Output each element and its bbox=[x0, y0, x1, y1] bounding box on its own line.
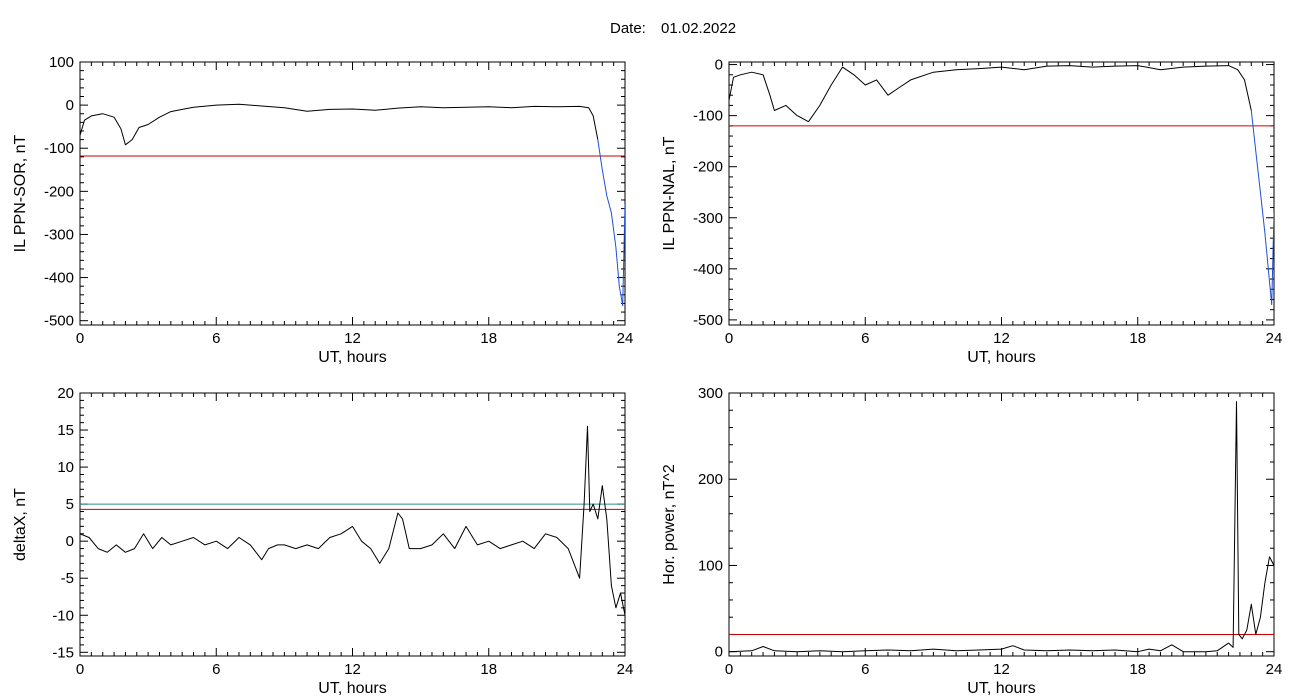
y-tick-label: 10 bbox=[57, 459, 74, 476]
x-tick-label: 0 bbox=[725, 661, 733, 678]
series-line bbox=[597, 139, 625, 307]
x-tick-label: 24 bbox=[617, 330, 634, 347]
x-tick-label: 6 bbox=[861, 330, 869, 347]
y-axis-label: deltaX, nT bbox=[12, 488, 29, 561]
x-tick-label: 12 bbox=[993, 330, 1010, 347]
y-tick-label: -5 bbox=[61, 570, 74, 587]
x-tick-label: 6 bbox=[212, 661, 220, 678]
y-tick-label: -400 bbox=[44, 270, 74, 287]
plot-frame bbox=[79, 61, 626, 326]
y-tick-label: -15 bbox=[52, 644, 74, 661]
series-line bbox=[729, 65, 1252, 123]
plot-frame bbox=[728, 61, 1275, 326]
y-tick-label: -500 bbox=[44, 313, 74, 330]
y-tick-label: 5 bbox=[66, 496, 74, 513]
date-value: 01.02.2022 bbox=[661, 20, 736, 37]
y-tick-label: -400 bbox=[693, 261, 723, 278]
x-tick-label: 18 bbox=[480, 330, 497, 347]
x-axis-label: UT, hours bbox=[318, 349, 386, 366]
plot-frame bbox=[79, 392, 626, 657]
chart-panel-4: 0 6 12 18 24 300 200 100 0 UT, hours Hor. power, n… bbox=[661, 385, 1282, 697]
x-axis-label: UT, hours bbox=[318, 680, 386, 697]
y-axis-label: Hor. power, nT^2 bbox=[661, 464, 678, 585]
x-tick-label: 12 bbox=[344, 661, 361, 678]
y-tick-label: 100 bbox=[49, 54, 74, 71]
y-tick-label: -500 bbox=[693, 312, 723, 329]
x-tick-label: 24 bbox=[1266, 661, 1283, 678]
x-axis-label: UT, hours bbox=[967, 680, 1035, 697]
x-tick-label: 24 bbox=[1266, 330, 1283, 347]
y-tick-label: -300 bbox=[693, 210, 723, 227]
x-tick-label: 0 bbox=[76, 330, 84, 347]
plot-frame bbox=[728, 392, 1275, 657]
chart-panel-1: 0 6 12 18 24 100 0 -100 -200 -300 -400 -500 UT, hour… bbox=[12, 54, 633, 366]
y-tick-label: 200 bbox=[698, 471, 723, 488]
x-tick-label: 24 bbox=[617, 661, 634, 678]
y-tick-label: 0 bbox=[715, 644, 723, 661]
y-tick-label: 0 bbox=[66, 533, 74, 550]
x-tick-label: 18 bbox=[1129, 661, 1146, 678]
plot-area bbox=[80, 425, 625, 616]
y-tick-label: 100 bbox=[698, 557, 723, 574]
y-tick-label: -10 bbox=[52, 607, 74, 624]
series-line bbox=[729, 401, 1274, 653]
date-label: Date: bbox=[610, 20, 646, 37]
series-line bbox=[80, 425, 625, 616]
x-tick-label: 0 bbox=[725, 330, 733, 347]
y-tick-label: 0 bbox=[66, 97, 74, 114]
series-line bbox=[1250, 110, 1274, 306]
y-tick-label: -100 bbox=[44, 140, 74, 157]
plot-area bbox=[729, 401, 1274, 653]
series-line bbox=[80, 103, 599, 146]
x-tick-label: 18 bbox=[480, 661, 497, 678]
x-tick-label: 18 bbox=[1129, 330, 1146, 347]
plot-area bbox=[80, 103, 625, 307]
y-axis-label: IL PPN-NAL, nT bbox=[661, 136, 678, 250]
x-tick-label: 6 bbox=[212, 330, 220, 347]
y-tick-label: 300 bbox=[698, 385, 723, 402]
y-tick-label: -100 bbox=[693, 108, 723, 125]
date-header: Date: 01.02.2022 bbox=[610, 20, 736, 37]
x-axis-label: UT, hours bbox=[967, 349, 1035, 366]
chart-panel-3: 0 6 12 18 24 20 15 10 5 0 -5 -10 -15 UT, hours deltaX,… bbox=[12, 385, 633, 697]
y-tick-label: 15 bbox=[57, 422, 74, 439]
y-tick-label: -300 bbox=[44, 226, 74, 243]
y-tick-label: 20 bbox=[57, 385, 74, 402]
plot-area bbox=[729, 65, 1274, 306]
x-tick-label: 0 bbox=[76, 661, 84, 678]
y-axis-label: IL PPN-SOR, nT bbox=[12, 134, 29, 252]
chart-panel-2: 0 6 12 18 24 0 -100 -200 -300 -400 -500 UT, hours IL… bbox=[661, 57, 1282, 366]
y-tick-label: -200 bbox=[44, 183, 74, 200]
y-tick-label: 0 bbox=[715, 57, 723, 74]
x-tick-label: 12 bbox=[344, 330, 361, 347]
x-tick-label: 12 bbox=[993, 661, 1010, 678]
y-tick-label: -200 bbox=[693, 159, 723, 176]
x-tick-label: 6 bbox=[861, 661, 869, 678]
